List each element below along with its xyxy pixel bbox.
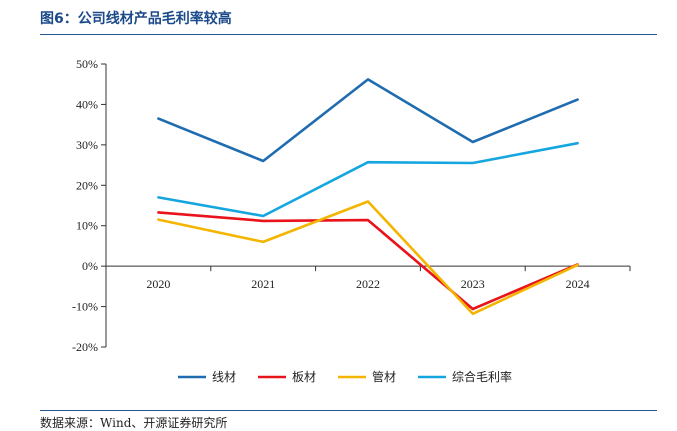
source-note: 数据来源：Wind、开源证券研究所 — [40, 416, 228, 430]
legend-label: 综合毛利率 — [452, 369, 512, 384]
y-tick-label: 40% — [76, 97, 98, 111]
y-tick-label: 30% — [76, 138, 98, 152]
legend-label: 线材 — [212, 370, 236, 384]
series-line-2 — [157, 211, 579, 311]
title-rule — [40, 34, 657, 35]
y-axis-ticks: -20% -10% 0% 10% 20% 30% 40% 50% — [72, 57, 106, 354]
chart-series — [157, 78, 579, 316]
x-tick-label: 2021 — [251, 277, 275, 291]
x-axis-ticks: 2020 2021 2022 2023 2024 — [105, 266, 631, 291]
series-line-3 — [157, 200, 579, 316]
y-tick-label: 0% — [82, 259, 98, 273]
chart-legend: 线材 板材 管材 综合毛利率 — [178, 369, 512, 384]
series-line-4 — [157, 141, 579, 218]
figure-title: 图6：公司线材产品毛利率较高 — [40, 11, 232, 27]
series-line-1 — [157, 78, 579, 163]
x-tick-label: 2023 — [461, 277, 485, 291]
legend-label: 管材 — [372, 369, 396, 384]
y-tick-label: 20% — [76, 178, 98, 192]
x-tick-label: 2024 — [566, 277, 590, 291]
x-tick-label: 2022 — [356, 277, 380, 291]
source-rule — [40, 410, 657, 411]
legend-label: 板材 — [292, 370, 316, 384]
y-tick-label: -20% — [72, 340, 98, 354]
y-tick-label: 10% — [76, 219, 98, 233]
x-tick-label: 2020 — [146, 277, 170, 291]
chart-axes — [105, 64, 630, 347]
y-tick-label: 50% — [76, 57, 98, 71]
y-tick-label: -10% — [72, 300, 98, 314]
